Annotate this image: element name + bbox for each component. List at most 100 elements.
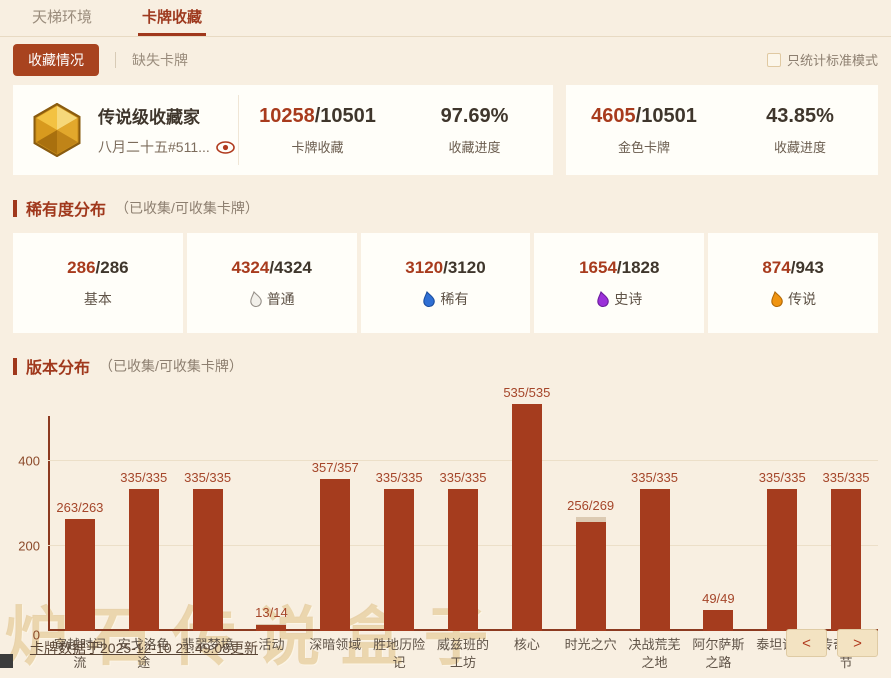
bar-group-深暗领域[interactable]: 357/357 <box>303 416 367 631</box>
stat-label: 收藏进度 <box>448 139 501 155</box>
top-nav: 天梯环境 卡牌收藏 <box>0 0 891 37</box>
section-accent-bar <box>13 357 17 375</box>
stat-value-red: 10258 <box>259 104 315 127</box>
bar-group-核心[interactable]: 535/535 <box>495 385 559 631</box>
bar-value-label: 335/335 <box>758 470 806 485</box>
bar-collected-segment <box>320 479 351 631</box>
y-axis-tick-400: 400 <box>18 453 40 469</box>
chart-pagination: < > <box>786 629 878 657</box>
bar-collected-segment <box>703 610 734 631</box>
x-label-决战荒芜之地: 决战荒芜之地 <box>628 637 681 670</box>
x-label-时光之穴: 时光之穴 <box>564 637 617 652</box>
bar-value-label: 49/49 <box>702 591 735 606</box>
bar-value-label: 357/357 <box>311 460 359 475</box>
gridline-400 <box>48 460 878 461</box>
missing-cards-button[interactable]: 缺失卡牌 <box>132 51 188 68</box>
rarity-card-史诗: 1654/1828 史诗 <box>534 233 705 333</box>
collector-rank-icon <box>33 103 81 157</box>
bar-group-胜地历险记[interactable]: 335/335 <box>367 416 431 631</box>
summary-row: 传说级收藏家 八月二十五#511... 10258/10501 卡牌收藏 97.… <box>13 85 878 175</box>
tab-ladder-environment[interactable]: 天梯环境 <box>32 9 93 26</box>
bar-collected-segment <box>447 489 478 631</box>
x-label-胜地历险记: 胜地历险记 <box>373 637 426 670</box>
stat-value-dark: /10501 <box>635 104 697 127</box>
rarity-subtitle-text: （已收集/可收集卡牌） <box>115 200 259 216</box>
section-accent-bar <box>13 199 17 217</box>
bar-group-活动[interactable]: 13/14 <box>240 416 304 631</box>
stat-golden-cards: 4605/10501 金色卡牌 <box>566 105 722 156</box>
data-updated-link[interactable]: 卡牌数据于2025-12-10 21:49:08更新 <box>30 640 258 656</box>
bar-value-label: 335/335 <box>822 470 870 485</box>
rarity-card-传说: 874/943 传说 <box>708 233 878 333</box>
collection-summary-card: 传说级收藏家 八月二十五#511... 10258/10501 卡牌收藏 97.… <box>13 85 553 175</box>
bar-group-泰坦诸神[interactable]: 335/335 <box>750 416 814 631</box>
bar-group-翡翠梦境[interactable]: 335/335 <box>176 416 240 631</box>
rarity-label: 史诗 <box>596 289 642 309</box>
rarity-count: 874/943 <box>762 257 824 277</box>
rarity-label: 传说 <box>770 289 816 309</box>
bar-collected-segment <box>767 489 798 631</box>
stat-value-red: 4605 <box>591 104 636 127</box>
bar-value-label: 335/335 <box>631 470 679 485</box>
battletag: 八月二十五#511... <box>98 139 210 155</box>
bar-collected-segment <box>256 625 287 631</box>
rarity-count: 3120/3120 <box>405 257 486 277</box>
stat-cards-collected: 10258/10501 卡牌收藏 <box>239 105 396 156</box>
bar-missing-segment <box>256 624 287 625</box>
bar-missing-segment <box>575 517 606 522</box>
rarity-count: 1654/1828 <box>579 257 660 277</box>
rarity-count: 286/286 <box>67 257 129 277</box>
rare-gem-icon <box>423 290 436 307</box>
corner-widget <box>0 654 13 668</box>
chart-bars: 263/263 335/335 335/335 13/14 357/357 335/335… <box>48 385 878 631</box>
bar-collected-segment <box>384 489 415 631</box>
bar-collected-segment <box>64 519 95 631</box>
bar-group-阿尔萨斯之路[interactable]: 49/49 <box>686 416 750 631</box>
bar-group-安戈洛龟途[interactable]: 335/335 <box>112 416 176 631</box>
rarity-card-稀有: 3120/3120 稀有 <box>360 233 531 333</box>
rarity-card-基本: 286/286 基本 <box>13 233 183 333</box>
version-subtitle-text: （已收集/可收集卡牌） <box>99 358 243 374</box>
x-label-翡翠梦境: 翡翠梦境 <box>181 637 234 652</box>
bar-value-label: 335/335 <box>184 470 232 485</box>
rarity-section-title: 稀有度分布 （已收集/可收集卡牌） <box>13 196 878 220</box>
x-label-威兹班的工坊: 威兹班的工坊 <box>436 637 489 670</box>
bar-group-威兹班的工坊[interactable]: 335/335 <box>431 416 495 631</box>
bar-value-label: 13/14 <box>255 605 288 620</box>
standard-mode-checkbox[interactable] <box>766 52 781 67</box>
bar-group-传奇音乐节[interactable]: 335/335 <box>814 416 878 631</box>
y-axis-tick-200: 200 <box>18 538 40 554</box>
rarity-cards-row: 286/286 基本 4324/4324 普通 3120/3120 稀有 1654/1828… <box>13 233 878 333</box>
legendary-gem-icon <box>771 290 783 307</box>
bar-group-穿越时间流[interactable]: 263/263 <box>48 416 112 631</box>
tab-card-collection[interactable]: 卡牌收藏 <box>138 0 207 36</box>
epic-gem-icon <box>597 290 609 307</box>
rarity-label: 普通 <box>249 289 295 309</box>
bar-collected-segment <box>192 489 223 631</box>
bar-value-label: 335/335 <box>120 470 168 485</box>
bar-collected-segment <box>639 489 670 631</box>
rarity-card-普通: 4324/4324 普通 <box>186 233 357 333</box>
version-title-text: 版本分布 <box>26 360 91 377</box>
prev-page-button[interactable]: < <box>786 629 827 657</box>
x-label-深暗领域: 深暗领域 <box>309 637 362 652</box>
bar-group-决战荒芜之地[interactable]: 335/335 <box>623 416 687 631</box>
bar-collected-segment <box>575 522 606 631</box>
version-section-title: 版本分布 （已收集/可收集卡牌） <box>13 354 878 378</box>
stat-label: 金色卡牌 <box>617 139 670 155</box>
bar-collected-segment <box>511 404 542 631</box>
collection-status-button[interactable]: 收藏情况 <box>13 43 99 76</box>
x-label-活动: 活动 <box>258 637 285 652</box>
y-axis-tick-0: 0 <box>32 627 40 643</box>
bar-value-label: 263/263 <box>56 500 104 515</box>
bar-collected-segment <box>128 489 159 631</box>
bar-group-时光之穴[interactable]: 256/269 <box>559 416 623 631</box>
golden-summary-card: 4605/10501 金色卡牌 43.85% 收藏进度 <box>566 85 878 175</box>
bar-value-label: 535/535 <box>503 385 551 400</box>
rarity-label: 基本 <box>83 290 112 307</box>
eye-icon[interactable] <box>215 140 235 154</box>
next-page-button[interactable]: > <box>837 629 878 657</box>
stat-value-dark: 97.69% <box>440 104 509 127</box>
collector-rank-title: 传说级收藏家 <box>98 108 200 127</box>
rarity-title-text: 稀有度分布 <box>26 202 107 219</box>
